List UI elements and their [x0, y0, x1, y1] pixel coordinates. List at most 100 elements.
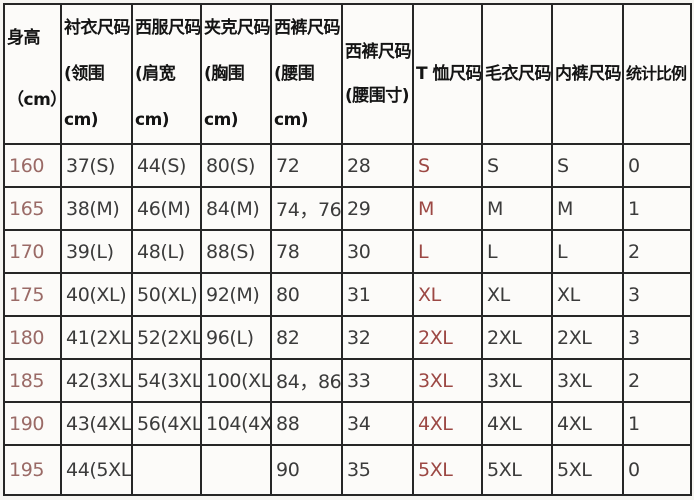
- sweater-size-cell: M: [481, 186, 553, 231]
- shirt-size-cell: 42(3XL): [60, 358, 133, 403]
- stat-ratio-cell: 2: [622, 229, 692, 274]
- stat-ratio-cell: 3: [622, 315, 692, 360]
- suit-size-cell: 52(2XL): [131, 315, 202, 360]
- header-sweater-size: 毛衣尺码: [481, 3, 553, 145]
- header-suit-size: 西服尺码 (肩宽 cm): [131, 3, 202, 145]
- stat-ratio-cell: 3: [622, 272, 692, 317]
- jacket-size-cell: 104(4XL): [200, 401, 272, 446]
- jacket-size-cell: [200, 444, 272, 496]
- header-shirt-size: 衬衣尺码 (领围 cm): [60, 3, 133, 145]
- jacket-size-cell: 88(S): [200, 229, 272, 274]
- pants-cm-cell: 84，86: [270, 358, 343, 403]
- header-height-line2: （cm）: [7, 90, 61, 110]
- pants-inch-cell: 28: [341, 143, 414, 188]
- sweater-size-cell: 5XL: [481, 444, 553, 496]
- jacket-size-cell: 84(M): [200, 186, 272, 231]
- table-row: 175 40(XL) 50(XL) 92(M) 80 31 XL XL XL 3: [3, 272, 692, 317]
- height-cell: 165: [3, 186, 62, 231]
- pants-inch-cell: 32: [341, 315, 414, 360]
- pants-cm-cell: 80: [270, 272, 343, 317]
- stat-ratio-cell: 0: [622, 444, 692, 496]
- table-row: 165 38(M) 46(M) 84(M) 74，76 29 M M M 1: [3, 186, 692, 231]
- jacket-size-cell: 100(XL): [200, 358, 272, 403]
- header-row: 身高 （cm） 衬衣尺码 (领围 cm) 西服尺码 (肩宽 cm) 夹克尺码 (…: [3, 3, 692, 145]
- pants-cm-cell: 90: [270, 444, 343, 496]
- suit-size-cell: 56(4XL): [131, 401, 202, 446]
- tshirt-size-cell: L: [412, 229, 483, 274]
- underwear-size-cell: L: [551, 229, 624, 274]
- tshirt-size-cell: 5XL: [412, 444, 483, 496]
- suit-size-cell: 48(L): [131, 229, 202, 274]
- jacket-size-cell: 80(S): [200, 143, 272, 188]
- suit-size-cell: 50(XL): [131, 272, 202, 317]
- pants-cm-cell: 88: [270, 401, 343, 446]
- pants-cm-cell: 72: [270, 143, 343, 188]
- stat-ratio-cell: 1: [622, 186, 692, 231]
- shirt-size-cell: 41(2XL): [60, 315, 133, 360]
- tshirt-size-cell: S: [412, 143, 483, 188]
- pants-cm-cell: 78: [270, 229, 343, 274]
- pants-inch-cell: 29: [341, 186, 414, 231]
- pants-inch-cell: 31: [341, 272, 414, 317]
- pants-cm-cell: 82: [270, 315, 343, 360]
- shirt-size-cell: 39(L): [60, 229, 133, 274]
- stat-ratio-cell: 1: [622, 401, 692, 446]
- table-row: 160 37(S) 44(S) 80(S) 72 28 S S S 0: [3, 143, 692, 188]
- header-underwear-size: 内裤尺码: [551, 3, 624, 145]
- header-tshirt-size: T 恤尺码: [412, 3, 483, 145]
- table-row: 180 41(2XL) 52(2XL) 96(L) 82 32 2XL 2XL …: [3, 315, 692, 360]
- table-row: 170 39(L) 48(L) 88(S) 78 30 L L L 2: [3, 229, 692, 274]
- sweater-size-cell: XL: [481, 272, 553, 317]
- table-row: 185 42(3XL) 54(3XL) 100(XL) 84，86 33 3XL…: [3, 358, 692, 403]
- sweater-size-cell: L: [481, 229, 553, 274]
- underwear-size-cell: 3XL: [551, 358, 624, 403]
- height-cell: 190: [3, 401, 62, 446]
- height-cell: 185: [3, 358, 62, 403]
- height-cell: 195: [3, 444, 62, 496]
- underwear-size-cell: XL: [551, 272, 624, 317]
- suit-size-cell: [131, 444, 202, 496]
- underwear-size-cell: 2XL: [551, 315, 624, 360]
- suit-size-cell: 46(M): [131, 186, 202, 231]
- header-jacket-size: 夹克尺码 (胸围 cm): [200, 3, 272, 145]
- header-pants-size-cm: 西裤尺码 (腰围 cm): [270, 3, 343, 145]
- header-stat-ratio: 统计比例: [622, 3, 692, 145]
- height-cell: 170: [3, 229, 62, 274]
- sweater-size-cell: S: [481, 143, 553, 188]
- pants-cm-cell: 74，76: [270, 186, 343, 231]
- height-cell: 160: [3, 143, 62, 188]
- underwear-size-cell: S: [551, 143, 624, 188]
- shirt-size-cell: 37(S): [60, 143, 133, 188]
- underwear-size-cell: M: [551, 186, 624, 231]
- underwear-size-cell: 4XL: [551, 401, 624, 446]
- tshirt-size-cell: 2XL: [412, 315, 483, 360]
- size-chart: 身高 （cm） 衬衣尺码 (领围 cm) 西服尺码 (肩宽 cm) 夹克尺码 (…: [3, 3, 692, 496]
- header-height-line1: 身高: [7, 28, 41, 48]
- pants-inch-cell: 33: [341, 358, 414, 403]
- height-cell: 180: [3, 315, 62, 360]
- height-cell: 175: [3, 272, 62, 317]
- header-pants-size-inch: 西裤尺码 (腰围寸): [341, 3, 414, 145]
- size-chart-table: 身高 （cm） 衬衣尺码 (领围 cm) 西服尺码 (肩宽 cm) 夹克尺码 (…: [3, 3, 692, 496]
- suit-size-cell: 44(S): [131, 143, 202, 188]
- sweater-size-cell: 4XL: [481, 401, 553, 446]
- suit-size-cell: 54(3XL): [131, 358, 202, 403]
- table-row: 190 43(4XL) 56(4XL) 104(4XL) 88 34 4XL 4…: [3, 401, 692, 446]
- header-height: 身高 （cm）: [3, 3, 62, 145]
- stat-ratio-cell: 2: [622, 358, 692, 403]
- tshirt-size-cell: M: [412, 186, 483, 231]
- shirt-size-cell: 44(5XL): [60, 444, 133, 496]
- pants-inch-cell: 35: [341, 444, 414, 496]
- stat-ratio-cell: 0: [622, 143, 692, 188]
- tshirt-size-cell: 3XL: [412, 358, 483, 403]
- table-row: 195 44(5XL) 90 35 5XL 5XL 5XL 0: [3, 444, 692, 496]
- jacket-size-cell: 92(M): [200, 272, 272, 317]
- shirt-size-cell: 40(XL): [60, 272, 133, 317]
- sweater-size-cell: 3XL: [481, 358, 553, 403]
- shirt-size-cell: 43(4XL): [60, 401, 133, 446]
- sweater-size-cell: 2XL: [481, 315, 553, 360]
- tshirt-size-cell: 4XL: [412, 401, 483, 446]
- shirt-size-cell: 38(M): [60, 186, 133, 231]
- jacket-size-cell: 96(L): [200, 315, 272, 360]
- tshirt-size-cell: XL: [412, 272, 483, 317]
